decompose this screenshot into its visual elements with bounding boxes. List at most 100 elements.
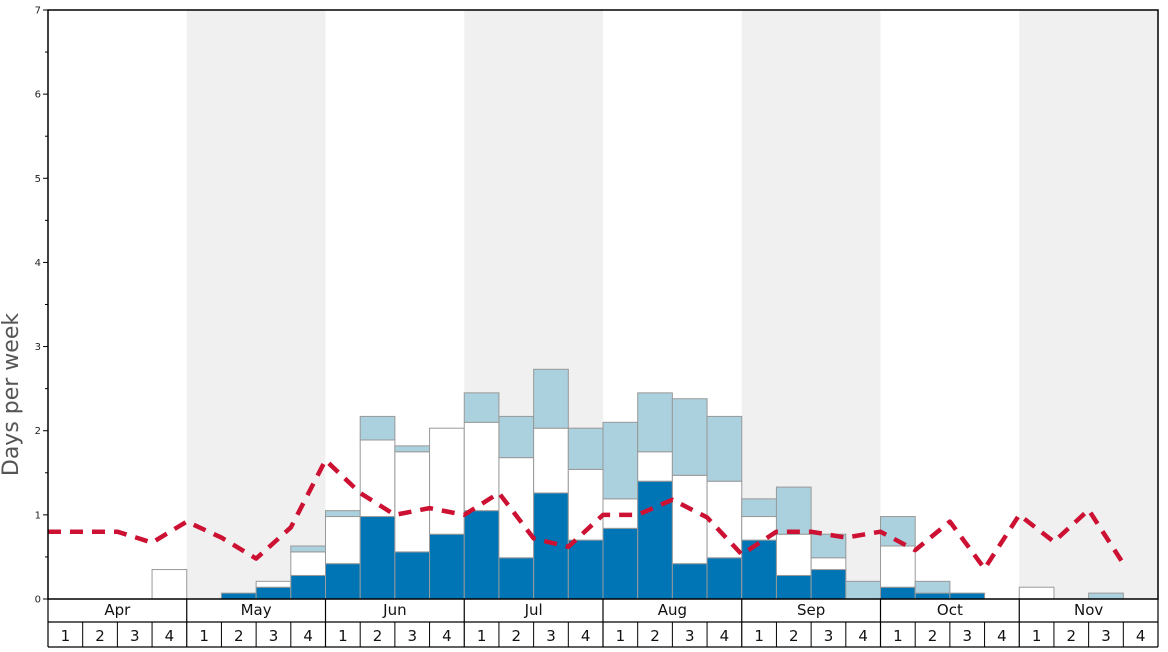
week-label-32: 4 [1136, 627, 1146, 645]
dashed-line [48, 457, 1126, 571]
week-label-4: 4 [165, 627, 175, 645]
week-label-26: 2 [928, 627, 938, 645]
axis-labels: 0 1 2 3 4 5 6 7 Days per week Apr May Jun Jul Aug Sep O… [0, 6, 1145, 646]
bar-white-week-9 [325, 516, 361, 565]
week-label-2: 2 [95, 627, 105, 645]
bar-light-week-24 [845, 580, 881, 600]
bar-dark-week-9 [325, 563, 361, 600]
week-label-6: 2 [234, 627, 244, 645]
week-label-20: 4 [720, 627, 730, 645]
bar-light-week-23 [810, 533, 847, 559]
bar-white-week-29 [1018, 586, 1055, 600]
week-label-13: 1 [477, 627, 487, 645]
bar-white-week-19 [671, 474, 708, 565]
week-label-8: 4 [303, 627, 313, 645]
bar-dark-week-16 [567, 539, 604, 600]
bar-white-week-7 [255, 580, 292, 588]
y-tick-label-3: 3 [35, 342, 41, 353]
bar-dark-week-19 [671, 563, 708, 600]
bar-light-week-8 [290, 545, 326, 553]
month-shade-may [186, 10, 326, 599]
bar-dark-week-20 [706, 557, 743, 600]
week-label-22: 2 [789, 627, 799, 645]
month-label-sep: Sep [797, 601, 825, 619]
month-label-aug: Aug [658, 601, 687, 619]
week-label-9: 1 [338, 627, 348, 645]
bar-white-week-15 [533, 427, 569, 494]
week-label-19: 3 [685, 627, 695, 645]
week-label-5: 1 [199, 627, 209, 645]
week-label-28: 4 [997, 627, 1007, 645]
month-shading [186, 10, 1158, 599]
bar-white-week-10 [359, 439, 396, 518]
bar-light-week-10 [359, 415, 396, 441]
week-label-7: 3 [269, 627, 279, 645]
bar-white-week-11 [394, 451, 431, 553]
y-axis-label: Days per week [0, 313, 24, 476]
bar-dark-week-12 [429, 533, 465, 600]
bar-white-week-25 [880, 545, 916, 588]
axes [43, 9, 1159, 648]
bar-light-week-22 [775, 486, 812, 535]
bar-dark-week-26 [914, 592, 951, 600]
bar-light-week-14 [498, 415, 535, 459]
y-tick-label-6: 6 [35, 90, 41, 101]
bar-dark-week-10 [359, 516, 396, 600]
month-label-jun: Jun [382, 601, 406, 619]
bar-light-week-11 [394, 445, 431, 453]
bar-light-week-21 [741, 498, 777, 518]
bar-dark-week-18 [637, 480, 673, 600]
month-label-nov: Nov [1074, 601, 1103, 619]
month-label-apr: Apr [104, 601, 131, 619]
y-tick-label-7: 7 [35, 6, 41, 17]
bar-white-week-22 [775, 533, 812, 576]
bar-dark-week-21 [741, 539, 777, 600]
month-label-oct: Oct [937, 601, 963, 619]
bar-white-week-4 [151, 569, 188, 600]
bar-white-week-14 [498, 457, 535, 559]
bar-dark-week-7 [255, 586, 292, 600]
bar-dark-week-13 [463, 510, 500, 600]
bar-dark-week-15 [533, 492, 569, 600]
bar-dark-week-22 [775, 574, 812, 600]
bar-light-week-18 [637, 392, 673, 453]
bar-dark-week-17 [602, 527, 639, 600]
bar-white-week-12 [429, 427, 465, 535]
week-label-29: 1 [1032, 627, 1042, 645]
bar-light-week-16 [567, 427, 604, 470]
bar-light-week-13 [463, 392, 500, 423]
bar-white-week-23 [810, 557, 847, 571]
bar-dark-week-6 [220, 592, 257, 600]
week-label-23: 3 [824, 627, 834, 645]
week-label-24: 4 [858, 627, 868, 645]
bar-dark-week-14 [498, 557, 535, 600]
bar-dark-week-23 [810, 569, 847, 600]
bar-white-week-8 [290, 551, 326, 576]
week-label-21: 1 [754, 627, 764, 645]
week-label-1: 1 [61, 627, 71, 645]
bar-white-week-13 [463, 421, 500, 512]
bar-dark-week-11 [394, 551, 431, 600]
bar-light-week-31 [1088, 592, 1124, 600]
week-label-16: 4 [581, 627, 591, 645]
y-tick-label-1: 1 [35, 510, 41, 521]
bar-light-week-19 [671, 398, 708, 476]
week-label-30: 2 [1067, 627, 1077, 645]
week-label-27: 3 [962, 627, 972, 645]
week-label-10: 2 [373, 627, 383, 645]
bar-white-week-18 [637, 451, 673, 482]
y-tick-label-0: 0 [35, 595, 41, 606]
week-label-15: 3 [546, 627, 556, 645]
bars [151, 368, 1124, 600]
week-label-3: 3 [130, 627, 140, 645]
y-tick-label-4: 4 [35, 258, 41, 269]
y-tick-label-5: 5 [35, 174, 41, 185]
week-label-18: 2 [650, 627, 660, 645]
bar-dark-week-25 [880, 586, 916, 600]
dashed-line-series [48, 457, 1126, 571]
bar-light-week-9 [325, 510, 361, 518]
bar-dark-week-8 [290, 574, 326, 600]
bar-light-week-26 [914, 580, 951, 594]
